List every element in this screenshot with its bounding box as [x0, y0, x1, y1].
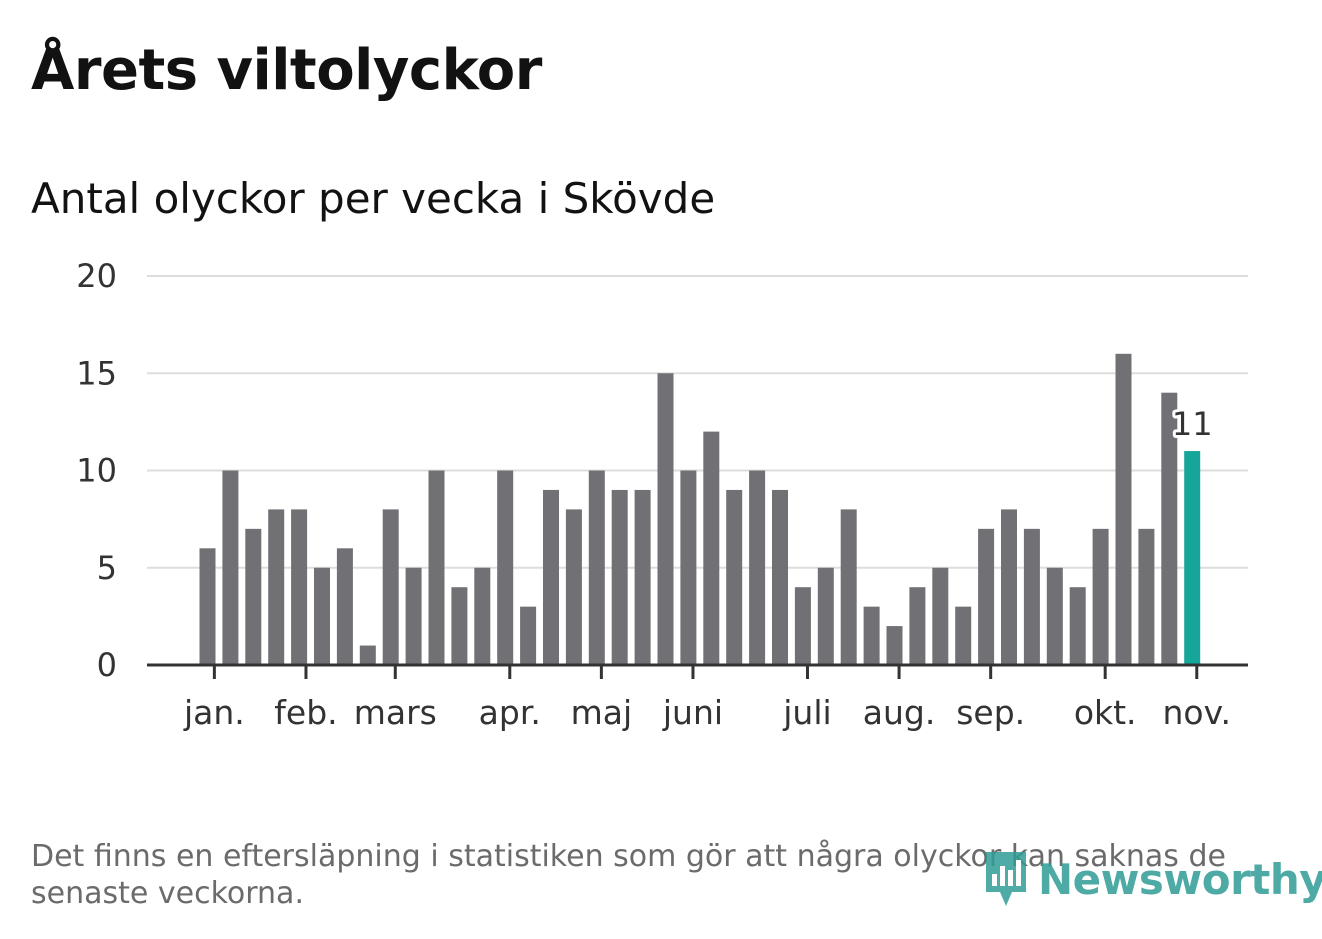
- bar: [474, 567, 491, 665]
- y-tick-label: 0: [97, 646, 117, 684]
- bar: [703, 431, 720, 665]
- data-labels: 11: [1169, 402, 1216, 446]
- bar: [336, 548, 353, 665]
- bar: [268, 509, 285, 665]
- bar: [497, 470, 514, 665]
- bar: [817, 567, 834, 665]
- bar: [657, 373, 674, 665]
- y-tick-label: 5: [97, 549, 117, 587]
- bar: [1001, 509, 1017, 665]
- x-tick-label: maj: [571, 693, 633, 732]
- bar: [245, 528, 262, 665]
- data-label: 11: [1172, 405, 1213, 443]
- bar: [1023, 528, 1040, 665]
- bars: [199, 353, 1201, 665]
- bar: [863, 606, 880, 665]
- bar: [314, 567, 330, 665]
- bar: [772, 489, 788, 665]
- bar: [955, 606, 972, 665]
- bar: [543, 489, 559, 665]
- x-tick-label: jan.: [183, 693, 245, 732]
- bar: [359, 645, 376, 665]
- x-axis-ticks: jan. feb. mars apr. maj juni juli aug. sep. okt. n…: [183, 665, 1231, 732]
- bar: [978, 528, 995, 665]
- bar-chart-speech-bubble-icon: [986, 852, 1026, 906]
- bar: [749, 470, 766, 665]
- bar: [1138, 528, 1155, 665]
- bar-highlight: [1184, 451, 1201, 665]
- newsworthy-logo: Newsworthy: [982, 848, 1322, 910]
- x-tick-label: nov.: [1162, 693, 1231, 732]
- y-tick-label: 10: [76, 452, 117, 490]
- logo-text: Newsworthy: [1038, 854, 1322, 904]
- chart-title: Årets viltolyckor: [31, 38, 542, 103]
- bar: [726, 489, 743, 665]
- bar: [932, 567, 949, 665]
- x-tick-label: mars: [354, 693, 437, 732]
- footnote: Det finns en eftersläpning i statistiken…: [31, 839, 1226, 911]
- bar: [611, 489, 628, 665]
- bar: [794, 587, 811, 665]
- x-tick-label: juli: [782, 693, 831, 732]
- x-tick-label: sep.: [956, 693, 1025, 732]
- x-tick-label: feb.: [274, 693, 337, 732]
- bar: [520, 606, 537, 665]
- bar: [840, 509, 857, 665]
- bar: [886, 626, 903, 665]
- y-axis-ticks: 0 5 10 15 20: [76, 257, 117, 684]
- bar: [1161, 392, 1178, 665]
- bar: [291, 509, 308, 665]
- y-tick-label: 20: [76, 257, 117, 295]
- bar: [222, 470, 239, 665]
- x-tick-label: aug.: [863, 693, 936, 732]
- x-tick-label: okt.: [1074, 693, 1137, 732]
- bar: [588, 470, 605, 665]
- bar: [428, 470, 445, 665]
- x-tick-label: apr.: [479, 693, 541, 732]
- bar: [1069, 587, 1086, 665]
- bar: [405, 567, 422, 665]
- bar: [1092, 528, 1109, 665]
- y-tick-label: 15: [76, 354, 117, 392]
- x-tick-label: juni: [662, 693, 723, 732]
- bar: [1115, 353, 1132, 665]
- bar: [634, 489, 651, 665]
- bar: [382, 509, 399, 665]
- gridlines: [147, 275, 1248, 569]
- bar: [680, 470, 697, 665]
- bar: [451, 587, 468, 665]
- bar: [565, 509, 582, 665]
- bar: [909, 587, 926, 665]
- chart-subtitle: Antal olyckor per vecka i Skövde: [31, 174, 716, 223]
- bar: [1046, 567, 1063, 665]
- bar: [199, 548, 216, 665]
